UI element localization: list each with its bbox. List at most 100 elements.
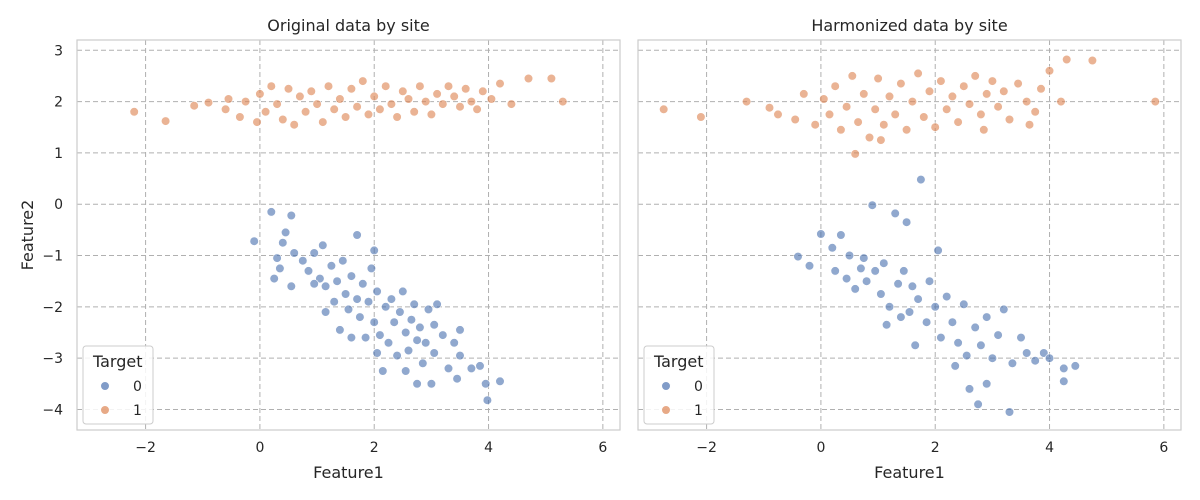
data-point-target-0 xyxy=(856,263,866,274)
data-point-target-1 xyxy=(386,99,397,109)
data-point-target-0 xyxy=(947,317,958,327)
data-point-target-0 xyxy=(495,376,505,386)
data-point-target-0 xyxy=(930,302,940,312)
data-point-target-0 xyxy=(443,363,454,374)
data-point-target-0 xyxy=(418,358,428,368)
x-tick-label: −2 xyxy=(135,440,156,456)
data-point-target-1 xyxy=(999,86,1009,96)
data-point-target-0 xyxy=(830,266,840,276)
data-point-target-0 xyxy=(249,236,259,246)
data-point-target-1 xyxy=(773,109,783,119)
data-point-target-1 xyxy=(850,149,860,159)
data-point-target-0 xyxy=(964,384,975,394)
y-tick-label: 0 xyxy=(54,197,63,213)
data-point-target-0 xyxy=(841,274,852,284)
data-point-target-1 xyxy=(819,94,829,104)
data-point-target-0 xyxy=(315,274,325,284)
legend: Target 0 1 xyxy=(82,345,154,425)
data-point-target-1 xyxy=(1087,55,1097,66)
legend: Target 0 1 xyxy=(643,345,715,425)
data-point-target-0 xyxy=(423,304,434,315)
data-point-target-0 xyxy=(881,320,892,330)
data-point-target-0 xyxy=(884,302,895,312)
data-point-target-1 xyxy=(398,86,408,96)
data-point-target-0 xyxy=(355,312,365,322)
data-point-target-0 xyxy=(415,322,425,333)
data-point-target-0 xyxy=(366,263,377,274)
data-point-target-1 xyxy=(901,125,912,135)
data-point-target-1 xyxy=(278,114,288,125)
legend-box xyxy=(82,345,154,425)
y-tick-label: −3 xyxy=(42,351,63,367)
data-point-target-1 xyxy=(659,104,669,114)
data-point-target-1 xyxy=(913,68,923,78)
x-tick-label: 6 xyxy=(598,440,607,456)
data-point-target-0 xyxy=(318,240,328,250)
data-point-target-1 xyxy=(558,96,568,107)
data-point-target-0 xyxy=(412,335,422,345)
data-point-target-0 xyxy=(426,379,437,389)
data-point-target-1 xyxy=(129,107,139,117)
x-axis-label: Feature1 xyxy=(874,463,945,482)
data-point-target-1 xyxy=(432,89,442,99)
panel-harmonized: −2 0 2 4 6 Harmonized data by site Feature1 Tar… xyxy=(637,16,1182,482)
data-point-target-0 xyxy=(962,351,972,361)
data-point-target-0 xyxy=(959,299,969,309)
data-point-target-0 xyxy=(378,366,388,376)
data-point-target-0 xyxy=(343,304,354,315)
data-point-target-0 xyxy=(303,266,314,276)
data-point-target-0 xyxy=(321,281,331,291)
data-point-target-1 xyxy=(930,122,940,132)
data-point-target-1 xyxy=(203,97,214,108)
data-point-target-0 xyxy=(421,338,431,348)
y-tick-label: 2 xyxy=(54,95,63,111)
data-point-target-0 xyxy=(973,399,983,409)
data-point-target-0 xyxy=(275,263,285,274)
data-point-target-1 xyxy=(830,81,840,91)
data-point-target-0 xyxy=(1030,356,1040,366)
x-tick-label: 6 xyxy=(1159,440,1168,456)
data-point-target-0 xyxy=(890,208,900,218)
legend-marker-0 xyxy=(661,381,671,391)
data-point-target-0 xyxy=(309,248,319,258)
data-point-target-1 xyxy=(369,91,379,101)
data-point-target-0 xyxy=(870,266,880,276)
data-point-target-1 xyxy=(919,112,929,122)
data-point-target-1 xyxy=(255,89,265,99)
x-tick-label: 0 xyxy=(816,440,825,456)
data-point-target-0 xyxy=(455,325,465,335)
data-point-target-0 xyxy=(987,353,998,363)
data-point-target-1 xyxy=(879,120,889,130)
data-point-target-1 xyxy=(466,96,477,107)
data-point-target-0 xyxy=(1059,376,1069,386)
data-point-target-0 xyxy=(901,217,912,227)
data-point-target-1 xyxy=(381,81,391,91)
data-point-target-0 xyxy=(412,379,422,389)
data-point-target-0 xyxy=(369,317,379,327)
data-point-target-1 xyxy=(301,107,311,117)
data-point-target-0 xyxy=(455,351,465,361)
data-point-target-0 xyxy=(401,366,411,376)
data-point-target-1 xyxy=(449,91,459,101)
data-point-target-0 xyxy=(321,307,331,317)
y-tick-label: 1 xyxy=(54,146,63,162)
data-point-target-1 xyxy=(272,99,282,109)
data-point-target-0 xyxy=(793,252,803,262)
data-point-target-0 xyxy=(369,245,379,255)
data-point-target-0 xyxy=(481,379,491,389)
y-tick-label: −1 xyxy=(42,249,63,265)
data-point-target-1 xyxy=(741,96,752,107)
x-tick-label: 2 xyxy=(370,440,379,456)
data-point-target-1 xyxy=(982,89,992,99)
legend-box xyxy=(643,345,715,425)
legend-title: Target xyxy=(653,352,704,371)
data-point-target-1 xyxy=(341,112,351,122)
data-point-target-1 xyxy=(241,96,251,107)
data-point-target-1 xyxy=(853,117,863,127)
data-point-target-0 xyxy=(438,330,448,340)
data-point-target-0 xyxy=(269,274,279,284)
data-point-target-0 xyxy=(1044,353,1055,363)
data-point-target-0 xyxy=(1016,333,1026,343)
data-point-target-0 xyxy=(392,351,402,361)
